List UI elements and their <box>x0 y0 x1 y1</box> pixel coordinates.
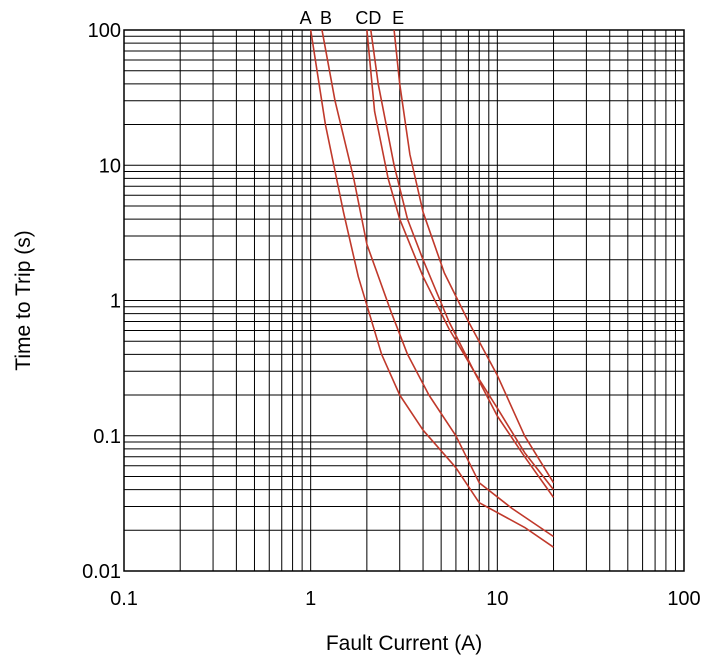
curve-e <box>393 29 555 484</box>
grid <box>124 30 684 571</box>
x-tick-label: 100 <box>667 588 700 610</box>
x-tick-label: 10 <box>486 588 508 610</box>
series-label-d: D <box>368 8 381 28</box>
x-axis-label: Fault Current (A) <box>326 632 482 655</box>
y-tick-label: 0.01 <box>82 561 121 583</box>
y-tick-label: 100 <box>88 20 121 42</box>
series-label-c: C <box>355 8 368 28</box>
series-label-a: A <box>300 8 312 28</box>
y-tick-label: 0.1 <box>93 426 121 448</box>
series-label-e: E <box>392 8 404 28</box>
curve-d <box>370 29 555 491</box>
y-tick-label: 10 <box>99 155 121 177</box>
y-axis-label: Time to Trip (s) <box>12 230 35 370</box>
tick-labels: 0.1 1 10 100 0.01 0.1 1 10 100 <box>82 20 701 610</box>
curve-a <box>309 29 554 548</box>
curve-c <box>366 29 555 498</box>
series-label-b: B <box>320 8 332 28</box>
plot-frame <box>123 29 685 572</box>
curves <box>309 29 555 548</box>
x-tick-label: 0.1 <box>110 588 138 610</box>
x-tick-label: 1 <box>305 588 316 610</box>
y-tick-label: 1 <box>110 291 121 313</box>
curve-b <box>321 29 554 538</box>
